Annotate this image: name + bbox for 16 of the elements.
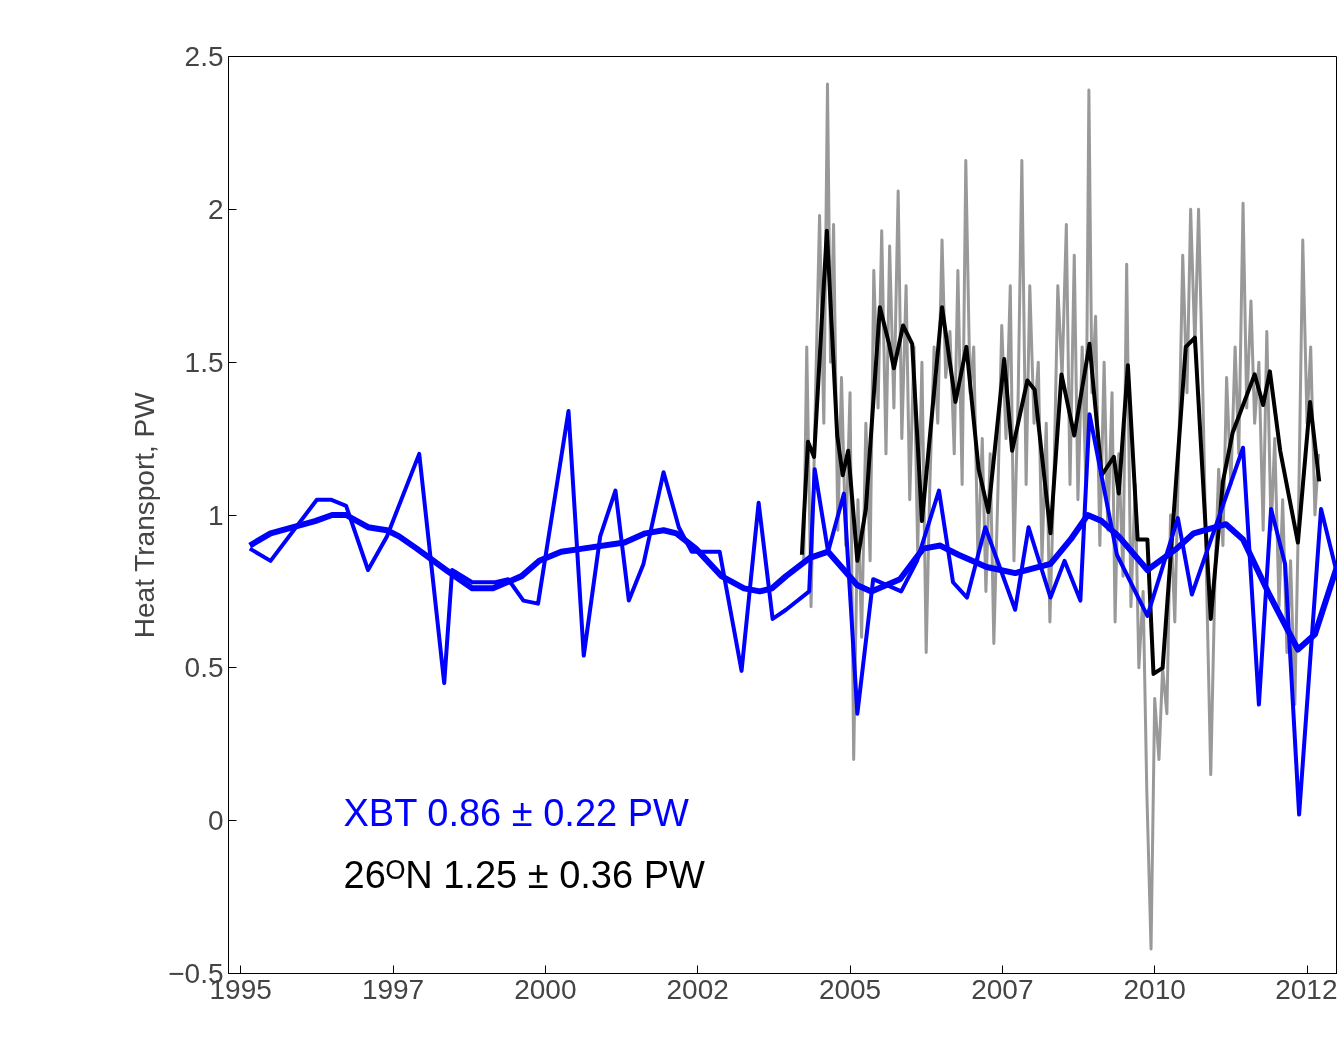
y-tick-label: 1.5: [184, 346, 224, 378]
x-tick-label: 2012: [1275, 973, 1337, 1005]
x-tick-label: 2002: [666, 973, 729, 1005]
y-tick-label: 0.5: [184, 652, 224, 684]
y-tick-label: 2: [207, 193, 224, 225]
x-tick-label: 2005: [818, 973, 882, 1005]
x-tick-label: 2007: [971, 973, 1034, 1005]
y-tick-label: 2.5: [184, 41, 224, 72]
y-tick-label: 1: [207, 499, 224, 531]
x-tick-label: 2010: [1123, 973, 1186, 1005]
annotation: 26ᴼN 1.25 ± 0.36 PW: [343, 853, 705, 896]
annotation: XBT 0.86 ± 0.22 PW: [343, 791, 690, 834]
x-tick-label: 1997: [361, 973, 425, 1005]
y-axis-title: Heat Transport, PW: [129, 391, 161, 639]
y-tick-label: 0: [207, 805, 224, 837]
x-tick-label: 2000: [514, 973, 577, 1005]
